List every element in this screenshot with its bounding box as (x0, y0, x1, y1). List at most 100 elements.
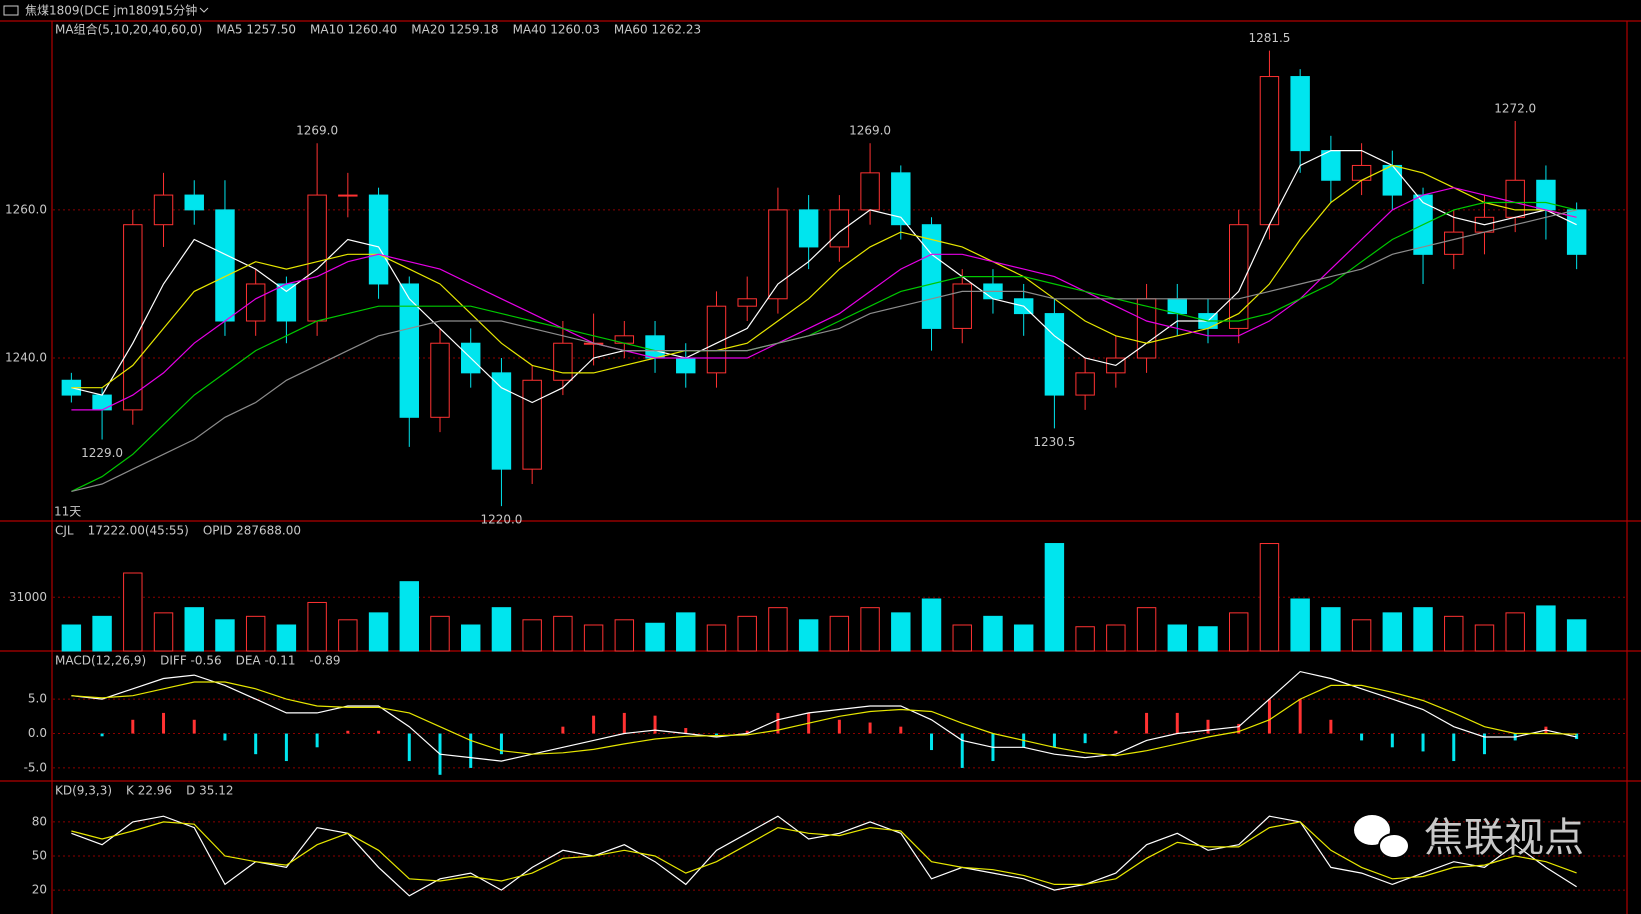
candle-body (1382, 164, 1403, 196)
legend-entry: KD(9,3,3) (55, 784, 112, 798)
indicator-line (71, 815, 1577, 897)
volume-bar (245, 615, 266, 652)
candle-body (1444, 231, 1464, 255)
volume-bar (768, 607, 788, 652)
volume-bar (614, 619, 635, 652)
volume-bar (307, 601, 327, 652)
y-tick-label: 0.0 (28, 726, 47, 740)
candle-body (1321, 150, 1341, 181)
price-annotation: 1229.0 (81, 446, 123, 460)
price-annotation: 1220.0 (480, 513, 522, 527)
candle-body (891, 172, 911, 226)
legend-entry: MA组合(5,10,20,40,60,0) (55, 22, 202, 37)
candle-body (829, 209, 850, 248)
candle-body (1167, 298, 1187, 315)
candle-body (368, 194, 389, 285)
y-tick-label: 20 (32, 883, 47, 897)
candle-body (338, 194, 358, 197)
volume-bar (583, 624, 604, 652)
volume-bar (1013, 624, 1034, 652)
indicator-line (71, 201, 1577, 492)
volume-bar (1474, 624, 1495, 652)
candle-body (399, 283, 419, 418)
volume-bar (553, 615, 573, 652)
volume-bar (153, 612, 174, 652)
volume-bar (430, 615, 450, 652)
volume-bar (983, 615, 1003, 652)
candle-body (1044, 313, 1065, 396)
volume-bar (676, 612, 696, 652)
volume-bar (829, 615, 850, 652)
volume-bar (1290, 598, 1310, 652)
legend-entry: 17222.00(45:55) (88, 524, 189, 538)
price-annotation: 1272.0 (1494, 102, 1536, 116)
legend-entry: MA5 1257.50 (216, 23, 296, 37)
candle-body (860, 172, 880, 211)
candle-body (522, 379, 542, 470)
price-annotation: 1269.0 (849, 124, 891, 138)
volume-bar (461, 624, 481, 652)
legend-entry: MA10 1260.40 (310, 23, 397, 37)
y-tick-label: 1260.0 (5, 202, 47, 216)
volume-bar (1566, 619, 1587, 652)
candle-body (153, 194, 174, 226)
y-tick-label: 50 (32, 849, 47, 863)
candle-body (921, 224, 942, 329)
volume-bar (1321, 607, 1341, 652)
menu-icon[interactable] (3, 5, 19, 16)
volume-bar (645, 622, 665, 652)
candle-body (1566, 209, 1587, 255)
candle-body (1075, 372, 1095, 396)
legend-entry: MACD(12,26,9) (55, 654, 146, 668)
watermark: 焦联视点 (1354, 815, 1584, 861)
candle-body (1259, 76, 1280, 226)
volume-bar (338, 619, 358, 652)
volume-bar (1505, 612, 1525, 652)
volume-bar (1075, 626, 1095, 652)
price-annotation: 1230.5 (1033, 435, 1075, 449)
candle-body (676, 357, 696, 374)
y-tick-label: 31000 (9, 590, 47, 604)
volume-bar (399, 581, 419, 652)
volume-bar (92, 615, 112, 652)
volume-bar (215, 619, 235, 652)
volume-bar (1106, 624, 1126, 652)
y-tick-label: 80 (32, 814, 47, 828)
indicator-line (71, 821, 1577, 885)
legend-entry: MA40 1260.03 (513, 23, 600, 37)
candle-body (123, 224, 143, 411)
price-annotation: 1281.5 (1248, 31, 1290, 45)
legend-entry: OPID 287688.00 (203, 524, 301, 538)
candle-body (184, 194, 204, 211)
candle-body (491, 372, 512, 470)
volume-bar (123, 572, 143, 652)
volume-bar (737, 615, 757, 652)
candle-body (1290, 76, 1310, 152)
volume-bar (1044, 543, 1065, 652)
candle-body (737, 298, 757, 307)
legend-entry: K 22.96 (126, 784, 172, 798)
volume-bar (1229, 612, 1249, 652)
indicator-line (71, 209, 1577, 492)
candle-body (307, 194, 327, 322)
period[interactable]: 15分钟 (158, 3, 197, 18)
candle-body (952, 283, 972, 329)
candle-body (215, 209, 235, 322)
y-tick-label: 1240.0 (5, 351, 47, 365)
y-tick-label: 5.0 (28, 692, 47, 706)
volume-bar (184, 607, 204, 652)
symbol[interactable]: 焦煤1809(DCE jm1809) (25, 4, 163, 18)
wechat-icon (1378, 833, 1410, 859)
volume-bar (1351, 619, 1372, 652)
candle-body (1351, 164, 1372, 181)
volume-bar (1198, 626, 1218, 652)
volume-bar (491, 607, 512, 652)
candle-body (768, 209, 788, 300)
legend-entry: DIFF -0.56 (160, 654, 221, 668)
candle-body (245, 283, 266, 322)
volume-bar (860, 607, 880, 652)
indicator-line (71, 150, 1577, 404)
period-dropdown[interactable] (199, 7, 209, 13)
volume-bar (798, 619, 819, 652)
